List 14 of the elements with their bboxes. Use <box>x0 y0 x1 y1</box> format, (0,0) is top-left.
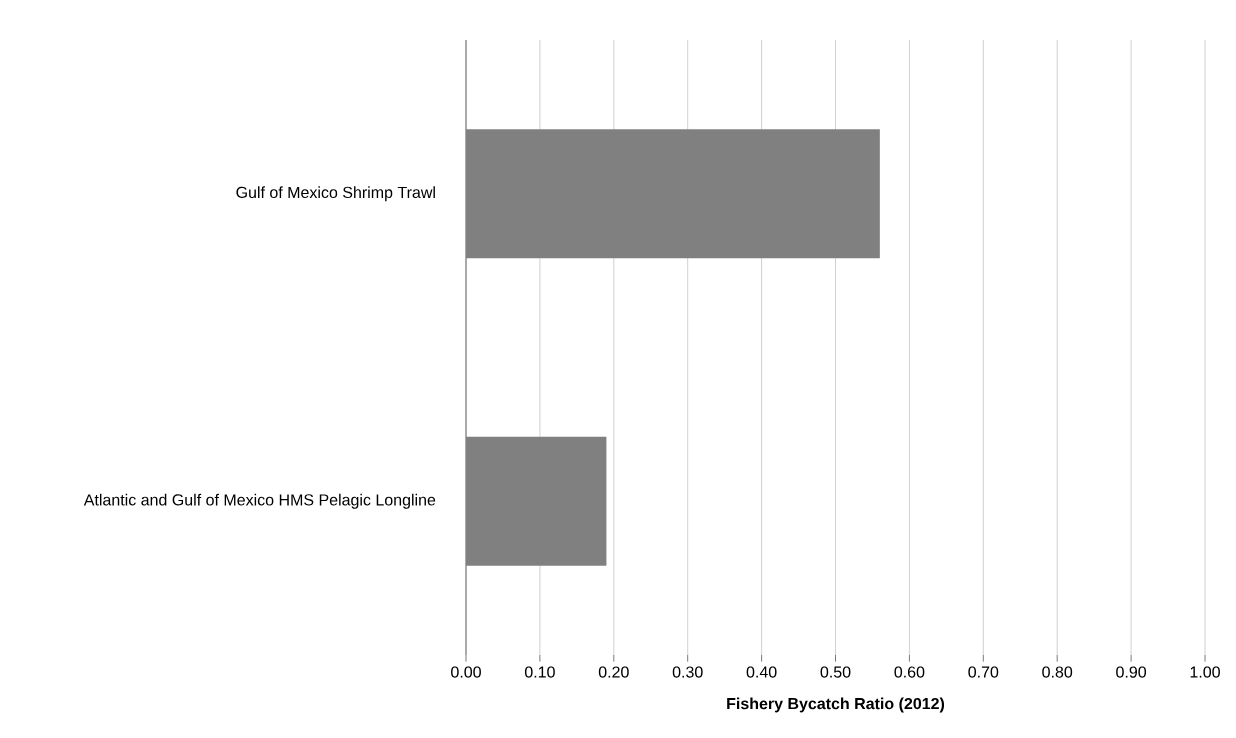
x-tick-label: 0.20 <box>598 666 629 678</box>
x-tick-label: 0.00 <box>451 666 481 678</box>
y-tick-label: Atlantic and Gulf of Mexico HMS Pelagic Longline <box>83 493 436 509</box>
x-tick-label: 0.90 <box>1116 666 1147 678</box>
x-tick-label: 0.80 <box>1042 666 1073 678</box>
y-tick-label: Gulf of Mexico Shrimp Trawl <box>236 186 435 202</box>
x-tick-label: 0.70 <box>968 666 999 678</box>
x-tick-label: 0.50 <box>820 666 851 678</box>
x-tick-label: 1.00 <box>1190 666 1220 678</box>
x-axis-title: Fishery Bycatch Ratio (2012) <box>727 697 945 713</box>
x-tick-label: 0.60 <box>894 666 925 678</box>
x-tick-label: 0.40 <box>746 666 777 678</box>
x-tick-label: 0.30 <box>672 666 703 678</box>
x-tick-label: 0.10 <box>524 666 555 678</box>
